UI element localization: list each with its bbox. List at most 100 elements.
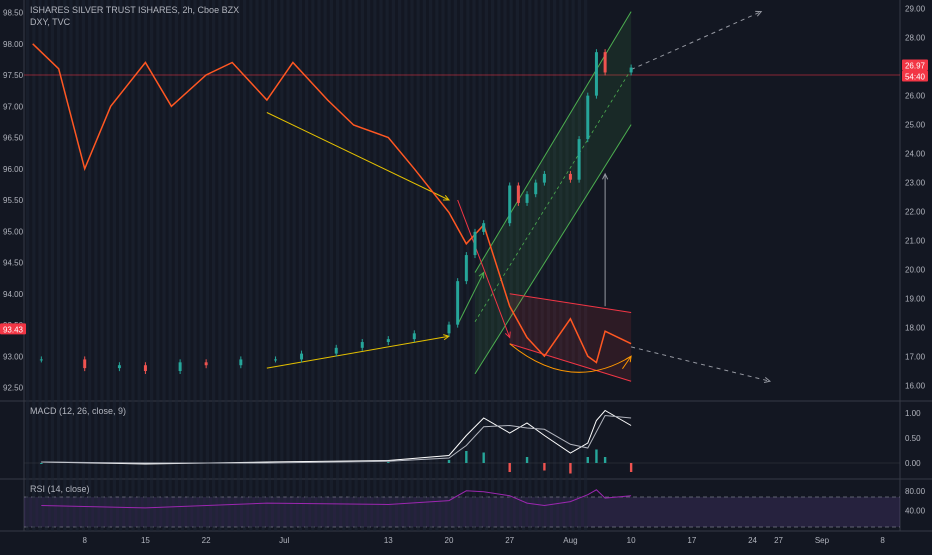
silver-candle — [39, 359, 43, 361]
silver-candle — [603, 52, 607, 73]
countdown-badge: 54:40 — [905, 73, 926, 82]
right-axis-tick-label: 16.00 — [905, 382, 926, 391]
session-stripe — [323, 0, 327, 531]
session-stripe — [81, 0, 85, 531]
silver-candle — [447, 324, 451, 334]
right-axis-tick-label: 19.00 — [905, 295, 926, 304]
left-axis-tick-label: 97.00 — [3, 102, 24, 111]
macd-axis-tick-label: 0.50 — [905, 434, 921, 443]
silver-projection-arrow-head — [755, 10, 763, 17]
silver-candle — [117, 365, 121, 369]
price-badge: 26.97 — [905, 62, 926, 71]
falling-channel-fill — [509, 293, 632, 382]
right-axis-tick-label: 20.00 — [905, 266, 926, 275]
session-stripe — [348, 0, 352, 531]
session-stripe — [360, 0, 364, 531]
time-axis-label: 20 — [445, 536, 454, 545]
session-stripe — [131, 0, 135, 531]
left-axis-tick-label: 96.50 — [3, 134, 24, 143]
indicator-layer — [24, 409, 900, 509]
macd-axis-tick-label: 1.00 — [905, 409, 921, 418]
time-axis-label: 22 — [202, 536, 211, 545]
dxy-last-price-badge: 93.43 — [3, 325, 24, 334]
rounding-bottom-arc — [509, 343, 632, 373]
left-axis-tick-label: 94.50 — [3, 259, 24, 268]
rsi-pane-label[interactable]: RSI (14, close) — [30, 484, 90, 494]
session-stripe — [577, 0, 581, 531]
macd-pane-label[interactable]: MACD (12, 26, close, 9) — [30, 406, 127, 416]
symbol-title[interactable]: ISHARES SILVER TRUST ISHARES, 2h, Cboe B… — [30, 5, 240, 15]
session-stripe — [162, 0, 166, 531]
dxy-trend-arrow — [266, 112, 450, 201]
left-axis-tick-label: 95.00 — [3, 227, 24, 236]
silver-candle — [577, 139, 581, 180]
left-axis-tick-label: 98.50 — [3, 9, 24, 18]
session-stripe — [342, 0, 346, 531]
session-stripe — [478, 0, 482, 531]
time-axis-label: Jul — [279, 536, 289, 545]
macd-histogram-bar — [40, 463, 43, 464]
session-stripe — [329, 0, 333, 531]
session-stripe — [156, 0, 160, 531]
left-axis-tick-label: 98.00 — [3, 40, 24, 49]
session-stripe — [168, 0, 172, 531]
right-axis-tick-label: 22.00 — [905, 208, 926, 217]
overlay-symbol-title[interactable]: DXY, TVC — [30, 17, 71, 27]
left-axis-tick-label: 95.50 — [3, 196, 24, 205]
rising-channel-fill — [475, 11, 632, 374]
right-axis-tick-label: 25.00 — [905, 121, 926, 130]
session-stripe — [100, 0, 104, 531]
session-stripe — [69, 0, 73, 531]
session-stripe — [317, 0, 321, 531]
session-stripe — [447, 0, 451, 531]
session-stripe — [150, 0, 154, 531]
macd-histogram-bar — [447, 460, 451, 463]
session-stripe — [143, 0, 147, 531]
silver-candle — [508, 185, 512, 224]
session-stripe — [119, 0, 123, 531]
price-badge-bg — [902, 59, 928, 71]
right-axis-tick-label: 26.00 — [905, 92, 926, 101]
session-stripe — [255, 0, 259, 531]
session-stripe — [32, 0, 36, 531]
axis-layer: 98.50 98.00 97.50 97.00 96.50 96.00 95.50 95.00… — [0, 5, 928, 545]
session-stripe — [274, 0, 278, 531]
session-stripe — [484, 0, 488, 531]
silver-candle — [204, 362, 208, 366]
session-stripe — [515, 0, 519, 531]
session-stripe — [435, 0, 439, 531]
silver-candle — [412, 333, 416, 340]
silver-candle — [334, 347, 338, 354]
session-stripe — [193, 0, 197, 531]
session-stripe — [367, 0, 371, 531]
session-stripe — [57, 0, 61, 531]
time-axis-label: 8 — [82, 536, 87, 545]
session-stripe — [236, 0, 240, 531]
silver-candle — [542, 173, 546, 183]
series-layer — [32, 43, 633, 375]
session-stripe — [75, 0, 79, 531]
divergence-arrow-head — [602, 172, 609, 180]
silver-candle — [482, 223, 486, 232]
session-stripe — [286, 0, 290, 531]
session-stripe — [553, 0, 557, 531]
dxy-drop-arrow-head — [505, 331, 511, 339]
session-stripe — [63, 0, 67, 531]
time-axis-label: Aug — [563, 536, 577, 545]
macd-histogram-bar — [586, 457, 589, 463]
session-stripe — [559, 0, 563, 531]
macd-axis-tick-label: 0.00 — [905, 459, 921, 468]
time-axis-label: 10 — [627, 536, 636, 545]
session-stripe — [565, 0, 569, 531]
macd-signal-line — [41, 414, 632, 464]
silver-candle — [274, 359, 278, 361]
session-stripes — [26, 0, 588, 531]
falling-channel-lower-line — [509, 343, 632, 382]
session-stripe — [528, 0, 532, 531]
left-axis-tick-label: 93.00 — [3, 352, 24, 361]
session-stripe — [305, 0, 309, 531]
session-stripe — [224, 0, 228, 531]
rsi-axis-tick-label: 40.00 — [905, 506, 926, 515]
